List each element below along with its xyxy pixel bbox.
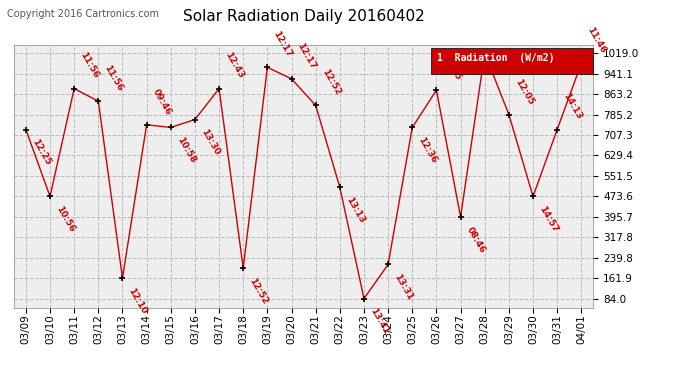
Text: 11:35: 11:35: [441, 53, 463, 82]
Text: 1  Radiation  (W/m2): 1 Radiation (W/m2): [437, 53, 554, 63]
Text: 13:13: 13:13: [344, 196, 366, 225]
Text: 10:56: 10:56: [55, 205, 76, 234]
Text: 12:36: 12:36: [417, 136, 439, 165]
Bar: [431, 48, 593, 74]
Text: Copyright 2016 Cartronics.com: Copyright 2016 Cartronics.com: [7, 9, 159, 20]
Text: 11:56: 11:56: [103, 63, 125, 93]
Text: 12:43: 12:43: [224, 51, 246, 80]
Text: 08:46: 08:46: [465, 225, 487, 255]
Text: Solar Radiation Daily 20160402: Solar Radiation Daily 20160402: [183, 9, 424, 24]
Text: 13:41: 13:41: [368, 307, 391, 336]
Text: 14:13: 14:13: [562, 92, 584, 121]
Text: 10:58: 10:58: [175, 136, 197, 165]
Text: 11:56: 11:56: [79, 51, 101, 80]
Text: 12:17: 12:17: [272, 30, 294, 59]
Text: 11:46: 11:46: [586, 26, 608, 55]
Text: 13:31: 13:31: [393, 273, 415, 302]
Text: 09:46: 09:46: [151, 87, 173, 117]
Text: 14:57: 14:57: [538, 205, 560, 234]
Text: 13:30: 13:30: [199, 128, 221, 157]
Text: 12:17: 12:17: [296, 41, 318, 70]
Text: 12:10: 12:10: [127, 286, 148, 316]
Text: 12:52: 12:52: [320, 68, 342, 97]
Text: 12:05: 12:05: [513, 77, 535, 106]
Text: 12:52: 12:52: [248, 276, 270, 306]
Text: 12:25: 12:25: [30, 138, 52, 167]
